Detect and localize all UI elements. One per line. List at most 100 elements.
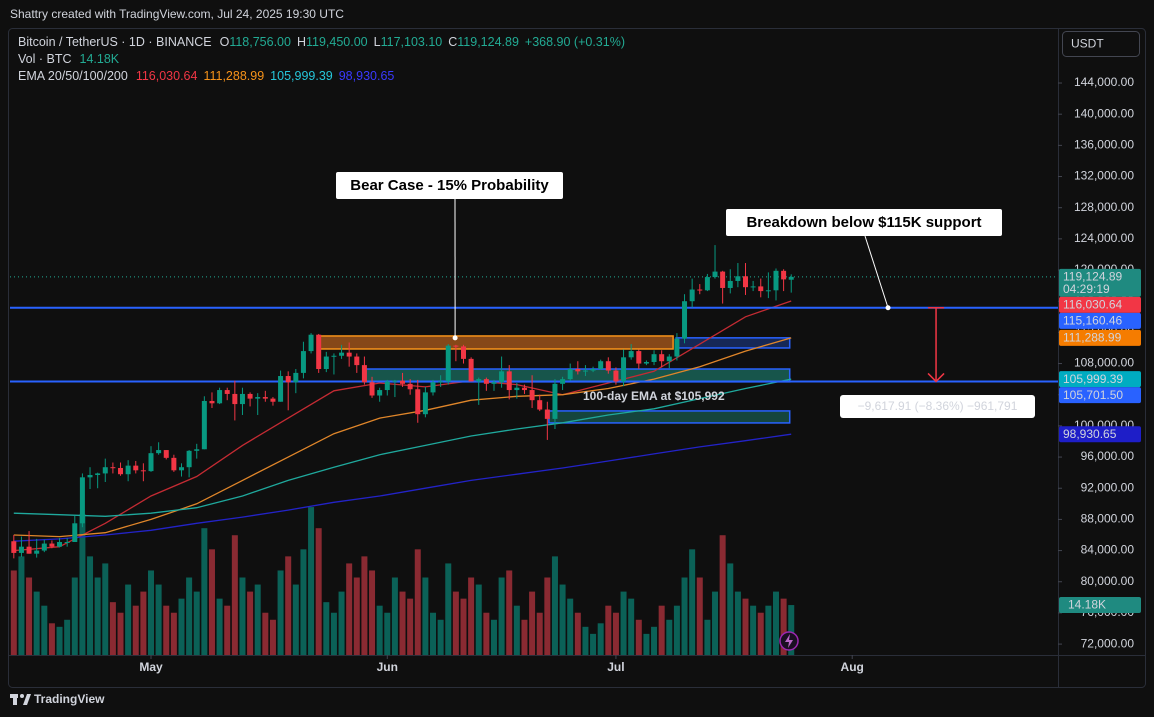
candle-body	[26, 546, 32, 554]
logo-mark	[20, 694, 24, 698]
candle-body	[743, 276, 749, 288]
callout-text: Breakdown below $115K support	[746, 214, 981, 231]
volume-bar	[407, 598, 414, 655]
price-badge	[1059, 296, 1141, 313]
volume-bar	[79, 514, 86, 655]
candle-body	[392, 380, 398, 382]
volume-bar	[574, 612, 581, 655]
candle-body	[95, 473, 101, 475]
volume-bar	[475, 584, 482, 655]
volume-bar	[788, 605, 795, 655]
candle-body	[18, 546, 24, 553]
volume-bar	[590, 633, 597, 655]
currency[interactable]: USDT	[1071, 37, 1104, 51]
y-tick-label: 92,000.00	[1081, 480, 1135, 494]
candle-body	[270, 398, 276, 402]
candle-body	[79, 477, 85, 524]
candle-body	[438, 381, 444, 383]
volume-bar	[414, 549, 421, 655]
price-badge-label: 119,124.89	[1063, 270, 1122, 284]
price-badge-label: 116,030.64	[1063, 298, 1122, 312]
volume-bar	[117, 612, 124, 655]
volume-bar	[292, 584, 299, 655]
volume-bar	[460, 598, 467, 655]
volume-bar	[33, 591, 40, 655]
measure-box	[840, 395, 1035, 418]
measure-arrow	[927, 372, 945, 383]
volume-bar	[780, 598, 787, 655]
legend-line: EMA 20/50/100/200 116,030.64 111,288.99 105…	[18, 69, 394, 83]
volume-bar	[338, 591, 345, 655]
price-badge	[1059, 371, 1141, 388]
candle-body	[308, 334, 314, 352]
volume-bar	[155, 584, 162, 655]
price-badge-label: 105,701.50	[1063, 388, 1123, 402]
candle-body	[247, 393, 253, 399]
price-badge-label: 98,930.65	[1063, 427, 1117, 441]
volume-bar	[422, 577, 429, 655]
legend-line: Vol · BTC 14.18K	[18, 52, 120, 66]
y-tick-label: 132,000.00	[1074, 169, 1134, 183]
volume-bar	[254, 584, 261, 655]
volume-bar	[193, 591, 200, 655]
volume-bar	[132, 605, 139, 655]
volume-bar	[186, 577, 193, 655]
x-tick-label: May	[139, 660, 163, 674]
candle-body	[361, 365, 367, 383]
ohlc-value: 117,103.10	[381, 35, 443, 49]
candle-body	[339, 352, 345, 356]
volume-bar	[71, 577, 78, 655]
price-badge-label: 105,999.39	[1063, 372, 1123, 386]
candle-body	[316, 334, 322, 370]
frame	[8, 28, 1146, 688]
callout-target	[885, 305, 891, 311]
volume-bar	[742, 598, 749, 655]
volume-bar	[582, 626, 589, 655]
ohlc-key: H	[297, 35, 306, 49]
volume-bar	[750, 605, 757, 655]
candle-body	[140, 470, 146, 472]
logo-text: TradingView	[34, 692, 105, 706]
volume-bar	[300, 549, 307, 655]
candle-body	[400, 380, 406, 384]
candle-body	[369, 382, 375, 396]
candle-body	[712, 271, 718, 278]
volume-bar	[612, 612, 619, 655]
volume-bar	[490, 619, 497, 655]
ohlc-key: C	[448, 35, 457, 49]
volume-bar	[239, 577, 246, 655]
candle-body	[445, 345, 451, 382]
candle-body	[430, 382, 436, 393]
candle-body	[613, 370, 619, 382]
volume-bar	[483, 612, 490, 655]
volume-bar	[506, 570, 513, 655]
candle-body	[110, 467, 116, 469]
candle-body	[201, 400, 207, 450]
y-tick-label: 140,000.00	[1074, 106, 1134, 120]
candle-body	[217, 390, 223, 404]
candle-body	[186, 450, 192, 468]
volume-bar	[643, 633, 650, 655]
candle-body	[781, 270, 787, 280]
candle-body	[262, 397, 268, 399]
candle-body	[232, 393, 238, 405]
ema-value: 98,930.65	[339, 69, 395, 83]
y-tick-label: 136,000.00	[1074, 138, 1134, 152]
price-badge	[1059, 312, 1141, 329]
candle-body	[521, 387, 527, 391]
volume-bar	[41, 605, 48, 655]
x-tick-label: Aug	[841, 660, 864, 674]
volume-bar	[56, 626, 63, 655]
volume-bar	[666, 619, 673, 655]
ohlc-value: 118,756.00	[229, 35, 291, 49]
volume-bar	[719, 535, 726, 655]
credit: Shattry created with TradingView.com, Ju…	[10, 7, 344, 21]
candle-body	[621, 357, 627, 382]
ema-value: 116,030.64	[136, 69, 198, 83]
candle-body	[194, 449, 200, 451]
ema-value: 105,999.39	[270, 69, 333, 83]
currency-button[interactable]	[1062, 31, 1140, 57]
candle-body	[674, 338, 680, 357]
